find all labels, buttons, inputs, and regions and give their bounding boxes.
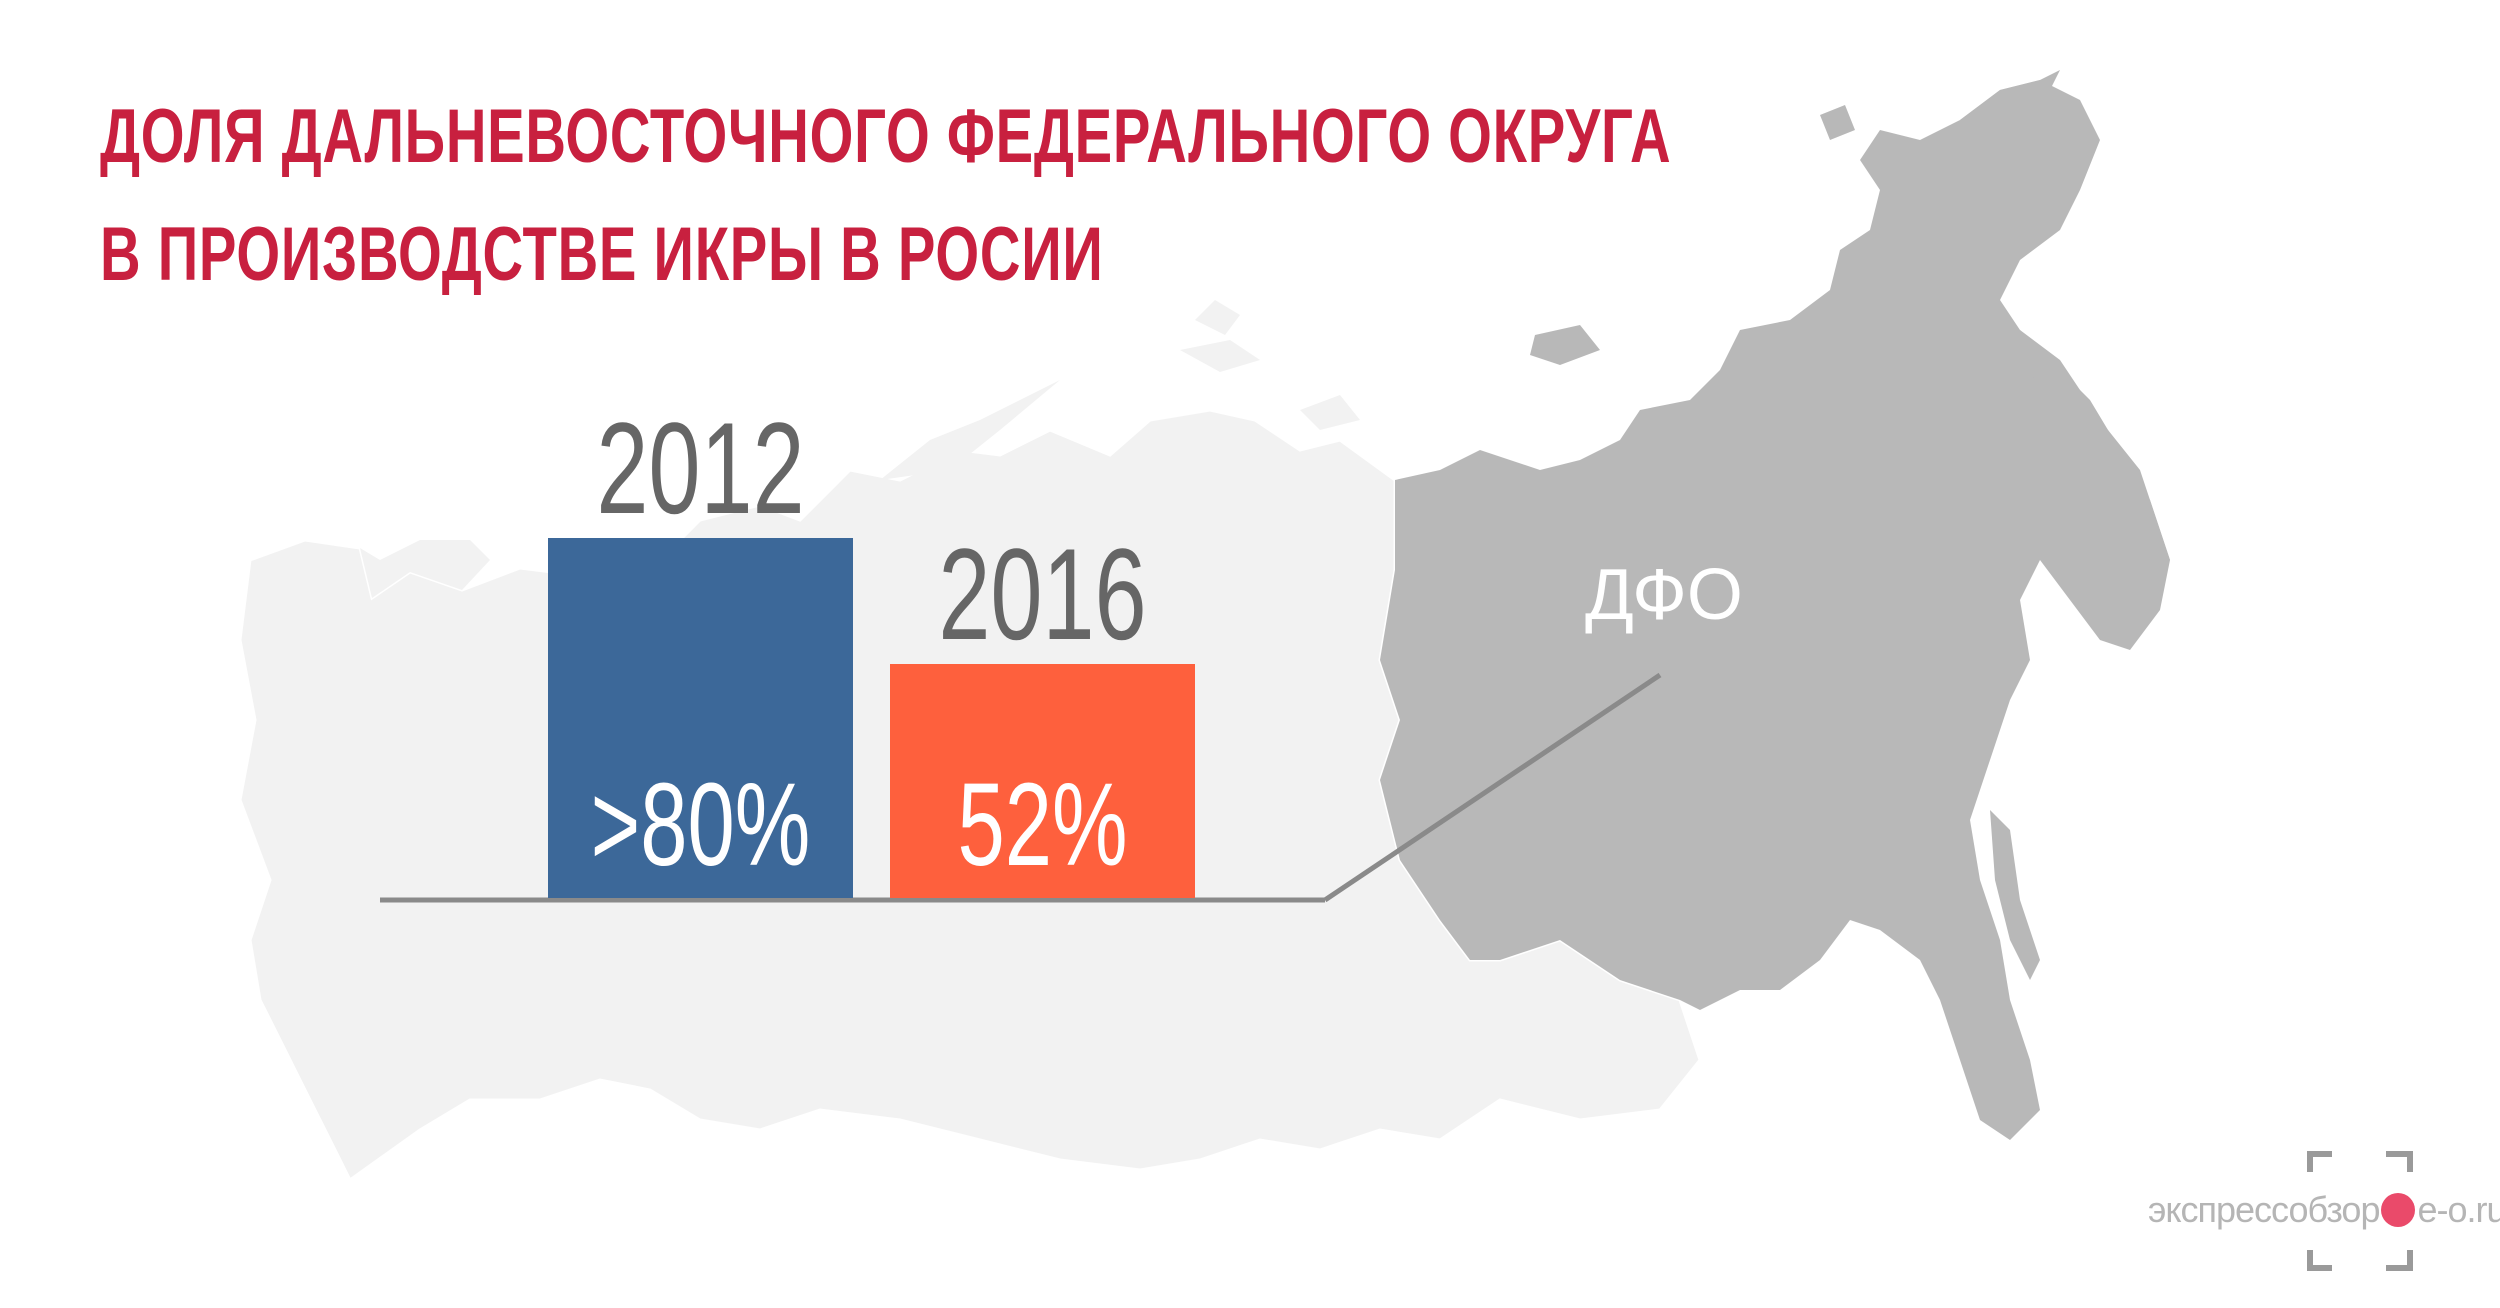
map-novaya-zemlya [880,380,1060,480]
map-far-east-district [1380,80,2170,1140]
map-kamchatka [2020,330,2170,570]
category-label-2012: 2012 [596,395,805,541]
map-kola [360,540,490,598]
map-arctic-island-2 [1195,300,1240,335]
data-label-2016: 52% [957,759,1128,891]
watermark-frame-icon [2307,1151,2413,1271]
watermark-dot-icon [2381,1193,2416,1227]
bar-2016 [890,664,1195,898]
map-new-siberian-islands [1530,325,1600,365]
watermark-logo: экспрессобзор e-o.ru [2148,1150,2500,1272]
title-line-2: В ПРОИЗВОДСТВЕ ИКРЫ В РОСИИ [100,212,1104,297]
far-east-district-label: ДФО [1585,555,1743,635]
watermark-text: экспрессобзор e-o.ru [2148,1188,2500,1232]
map-arctic-island-1 [1180,340,1260,372]
data-label-2012: >80% [590,759,811,891]
pointer-line [1323,672,1662,903]
map-sakhalin [1990,810,2040,980]
bar-2012 [548,538,853,898]
map-wrangel-island [1820,105,1855,140]
watermark-text-left: экспрессобзор [2148,1189,2380,1230]
map-chukotka [1960,70,2060,130]
chart-title: ДОЛЯ ДАЛЬНЕВОСТОЧНОГО ФЕДЕРАЛЬНОГО ОКРУГ… [100,78,1671,314]
title-line-1: ДОЛЯ ДАЛЬНЕВОСТОЧНОГО ФЕДЕРАЛЬНОГО ОКРУГ… [100,94,1672,179]
category-label-2016: 2016 [938,521,1147,667]
map-arctic-island-3 [1300,395,1360,430]
watermark-text-right: e-o.ru [2417,1189,2500,1230]
